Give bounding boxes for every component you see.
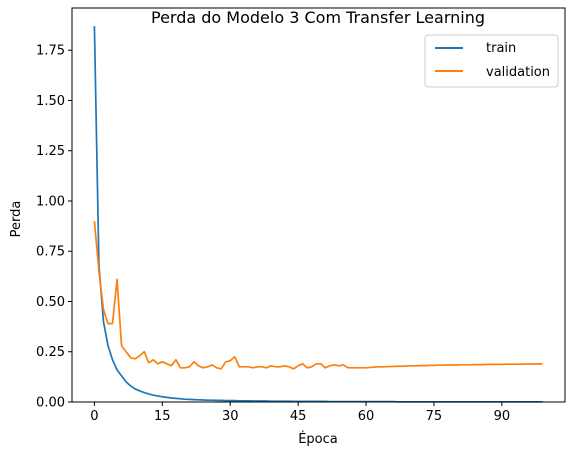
legend-label-validation: validation: [486, 65, 550, 80]
legend-label-train: train: [486, 41, 516, 56]
x-tick-label: 60: [358, 409, 375, 424]
x-axis-label: Época: [298, 431, 338, 447]
y-axis-ticks: 0.00 0.25 0.50 0.75 1.00 1.25 1.50 1.75: [36, 44, 72, 411]
y-axis-label: Perda: [9, 201, 24, 238]
series-line-validation: [93, 221, 543, 370]
y-tick-label: 0.50: [36, 295, 65, 310]
chart-title: Perda do Modelo 3 Com Transfer Learning: [151, 8, 485, 27]
plot-frame: [71, 7, 566, 403]
x-tick-label: 30: [222, 409, 239, 424]
x-tick-label: 75: [426, 409, 443, 424]
x-tick-label: 90: [494, 409, 511, 424]
x-tick-label: 45: [290, 409, 307, 424]
x-tick-label: 0: [90, 409, 98, 424]
legend: train validation: [424, 34, 559, 88]
y-tick-label: 1.00: [36, 194, 65, 209]
y-tick-label: 1.25: [36, 144, 65, 159]
x-tick-label: 15: [154, 409, 171, 424]
y-tick-label: 1.75: [36, 44, 65, 59]
y-tick-label: 0.25: [36, 345, 65, 360]
y-tick-label: 0.75: [36, 245, 65, 260]
y-tick-label: 1.50: [36, 94, 65, 109]
y-tick-label: 0.00: [36, 396, 65, 411]
x-axis-ticks: 0 15 30 45 60 75 90: [90, 402, 510, 424]
